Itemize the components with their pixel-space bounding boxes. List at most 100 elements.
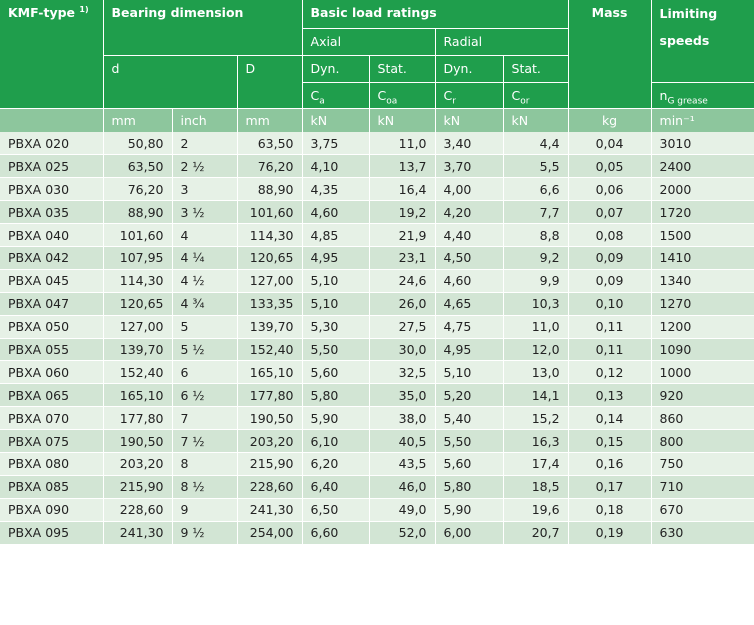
table-cell: 0,16: [568, 452, 652, 476]
header-cor: Cor: [503, 82, 569, 109]
table-cell: 4,00: [435, 177, 504, 202]
table-cell: 4,95: [435, 338, 504, 362]
table-cell: 114,30: [103, 269, 173, 293]
table-cell: 0,14: [568, 406, 652, 431]
table-cell: PBXA 080: [0, 452, 104, 476]
table-cell: 5,50: [302, 338, 370, 362]
table-cell: 107,95: [103, 246, 173, 270]
table-cell: 13,0: [503, 360, 569, 385]
table-cell: 4,60: [302, 200, 370, 225]
table-cell: 215,90: [103, 475, 173, 499]
table-cell: 0,09: [568, 246, 652, 270]
table-cell: 710: [651, 475, 754, 499]
table-cell: 5 ½: [172, 338, 238, 362]
table-row: PBXA 035 88,90 3 ½ 101,60 4,60 19,2 4,20 7,7 0,0…: [0, 200, 754, 225]
table-cell: 19,6: [503, 498, 569, 522]
table-cell: 6: [172, 360, 238, 385]
table-cell: 215,90: [237, 452, 303, 476]
table-cell: 11,0: [369, 132, 436, 156]
table-row: PBXA 065 165,10 6 ½ 177,80 5,80 35,0 5,20 14,1 0…: [0, 383, 754, 408]
table-cell: 241,30: [237, 498, 303, 522]
table-cell: 26,0: [369, 292, 436, 316]
header-d-small: d: [103, 55, 238, 109]
table-cell: 14,1: [503, 383, 569, 408]
table-cell: 17,4: [503, 452, 569, 476]
unit-cell: inch: [172, 108, 238, 132]
table-cell: 35,0: [369, 383, 436, 408]
table-cell: 152,40: [237, 338, 303, 362]
table-row: PBXA 030 76,20 3 88,90 4,35 16,4 4,00 6,6 0,06 20…: [0, 177, 754, 202]
header-kmf-type: KMF-type 1): [0, 0, 104, 109]
table-cell: 0,19: [568, 521, 652, 545]
table-cell: 920: [651, 383, 754, 408]
table-cell: PBXA 090: [0, 498, 104, 522]
table-cell: 203,20: [237, 429, 303, 453]
table-cell: 190,50: [237, 406, 303, 431]
unit-cell: kN: [369, 108, 436, 132]
table-cell: 114,30: [237, 223, 303, 247]
table-cell: 5,50: [435, 429, 504, 453]
table-row: PBXA 060 152,40 6 165,10 5,60 32,5 5,10 13,0 0,1…: [0, 360, 754, 385]
table-cell: 3,40: [435, 132, 504, 156]
header-ng-grease: nG grease: [651, 82, 754, 109]
table-cell: 23,1: [369, 246, 436, 270]
table-cell: PBXA 095: [0, 521, 104, 545]
table-cell: 3010: [651, 132, 754, 156]
header-axial: Axial: [302, 28, 436, 56]
table-cell: PBXA 047: [0, 292, 104, 316]
table-cell: 5,60: [302, 360, 370, 385]
table-cell: 38,0: [369, 406, 436, 431]
table-cell: 0,11: [568, 338, 652, 362]
table-body: PBXA 020 50,80 2 63,50 3,75 11,0 3,40 4,4 0,04 30…: [0, 132, 754, 545]
table-cell: 6,10: [302, 429, 370, 453]
table-cell: 5: [172, 315, 238, 339]
table-cell: 4 ½: [172, 269, 238, 293]
header-mass: Mass: [568, 0, 652, 109]
header-radial-stat: Stat.: [503, 55, 569, 83]
header-radial-dyn: Dyn.: [435, 55, 504, 83]
table-cell: 49,0: [369, 498, 436, 522]
table-cell: 5,90: [435, 498, 504, 522]
table-row: PBXA 070 177,80 7 190,50 5,90 38,0 5,40 15,2 0,1…: [0, 406, 754, 431]
table-row: PBXA 050 127,00 5 139,70 5,30 27,5 4,75 11,0 0,1…: [0, 315, 754, 339]
table-cell: 7,7: [503, 200, 569, 225]
table-cell: PBXA 042: [0, 246, 104, 270]
table-cell: 670: [651, 498, 754, 522]
table-row: PBXA 042 107,95 4 ¼ 120,65 4,95 23,1 4,50 9,2 0,…: [0, 246, 754, 270]
table-cell: 1410: [651, 246, 754, 270]
table-cell: 6,00: [435, 521, 504, 545]
table-cell: 101,60: [103, 223, 173, 247]
table-cell: 139,70: [237, 315, 303, 339]
table-cell: 9 ½: [172, 521, 238, 545]
table-cell: 1720: [651, 200, 754, 225]
table-cell: 3 ½: [172, 200, 238, 225]
table-cell: 241,30: [103, 521, 173, 545]
table-cell: 21,9: [369, 223, 436, 247]
header-cr: Cr: [435, 82, 504, 109]
table-cell: PBXA 075: [0, 429, 104, 453]
table-cell: 52,0: [369, 521, 436, 545]
table-row: PBXA 040 101,60 4 114,30 4,85 21,9 4,40 8,8 0,08…: [0, 223, 754, 247]
table-cell: 5,80: [435, 475, 504, 499]
table-cell: 5,90: [302, 406, 370, 431]
table-cell: 5,10: [302, 269, 370, 293]
unit-cell: mm: [103, 108, 173, 132]
table-cell: 5,5: [503, 154, 569, 179]
unit-cell: min⁻¹: [651, 108, 754, 132]
table-cell: 76,20: [103, 177, 173, 202]
table-cell: 0,08: [568, 223, 652, 247]
unit-cell: mm: [237, 108, 303, 132]
table-cell: 0,04: [568, 132, 652, 156]
table-cell: 4,10: [302, 154, 370, 179]
table-cell: 139,70: [103, 338, 173, 362]
table-cell: 40,5: [369, 429, 436, 453]
table-cell: 630: [651, 521, 754, 545]
table-cell: 3,75: [302, 132, 370, 156]
table-cell: 2 ½: [172, 154, 238, 179]
table-cell: 20,7: [503, 521, 569, 545]
table-row: PBXA 025 63,50 2 ½ 76,20 4,10 13,7 3,70 5,5 0,05…: [0, 154, 754, 179]
table-cell: 4,20: [435, 200, 504, 225]
table-cell: 127,00: [103, 315, 173, 339]
header-bearing-dimension: Bearing dimension: [103, 0, 303, 56]
table-cell: 9,2: [503, 246, 569, 270]
